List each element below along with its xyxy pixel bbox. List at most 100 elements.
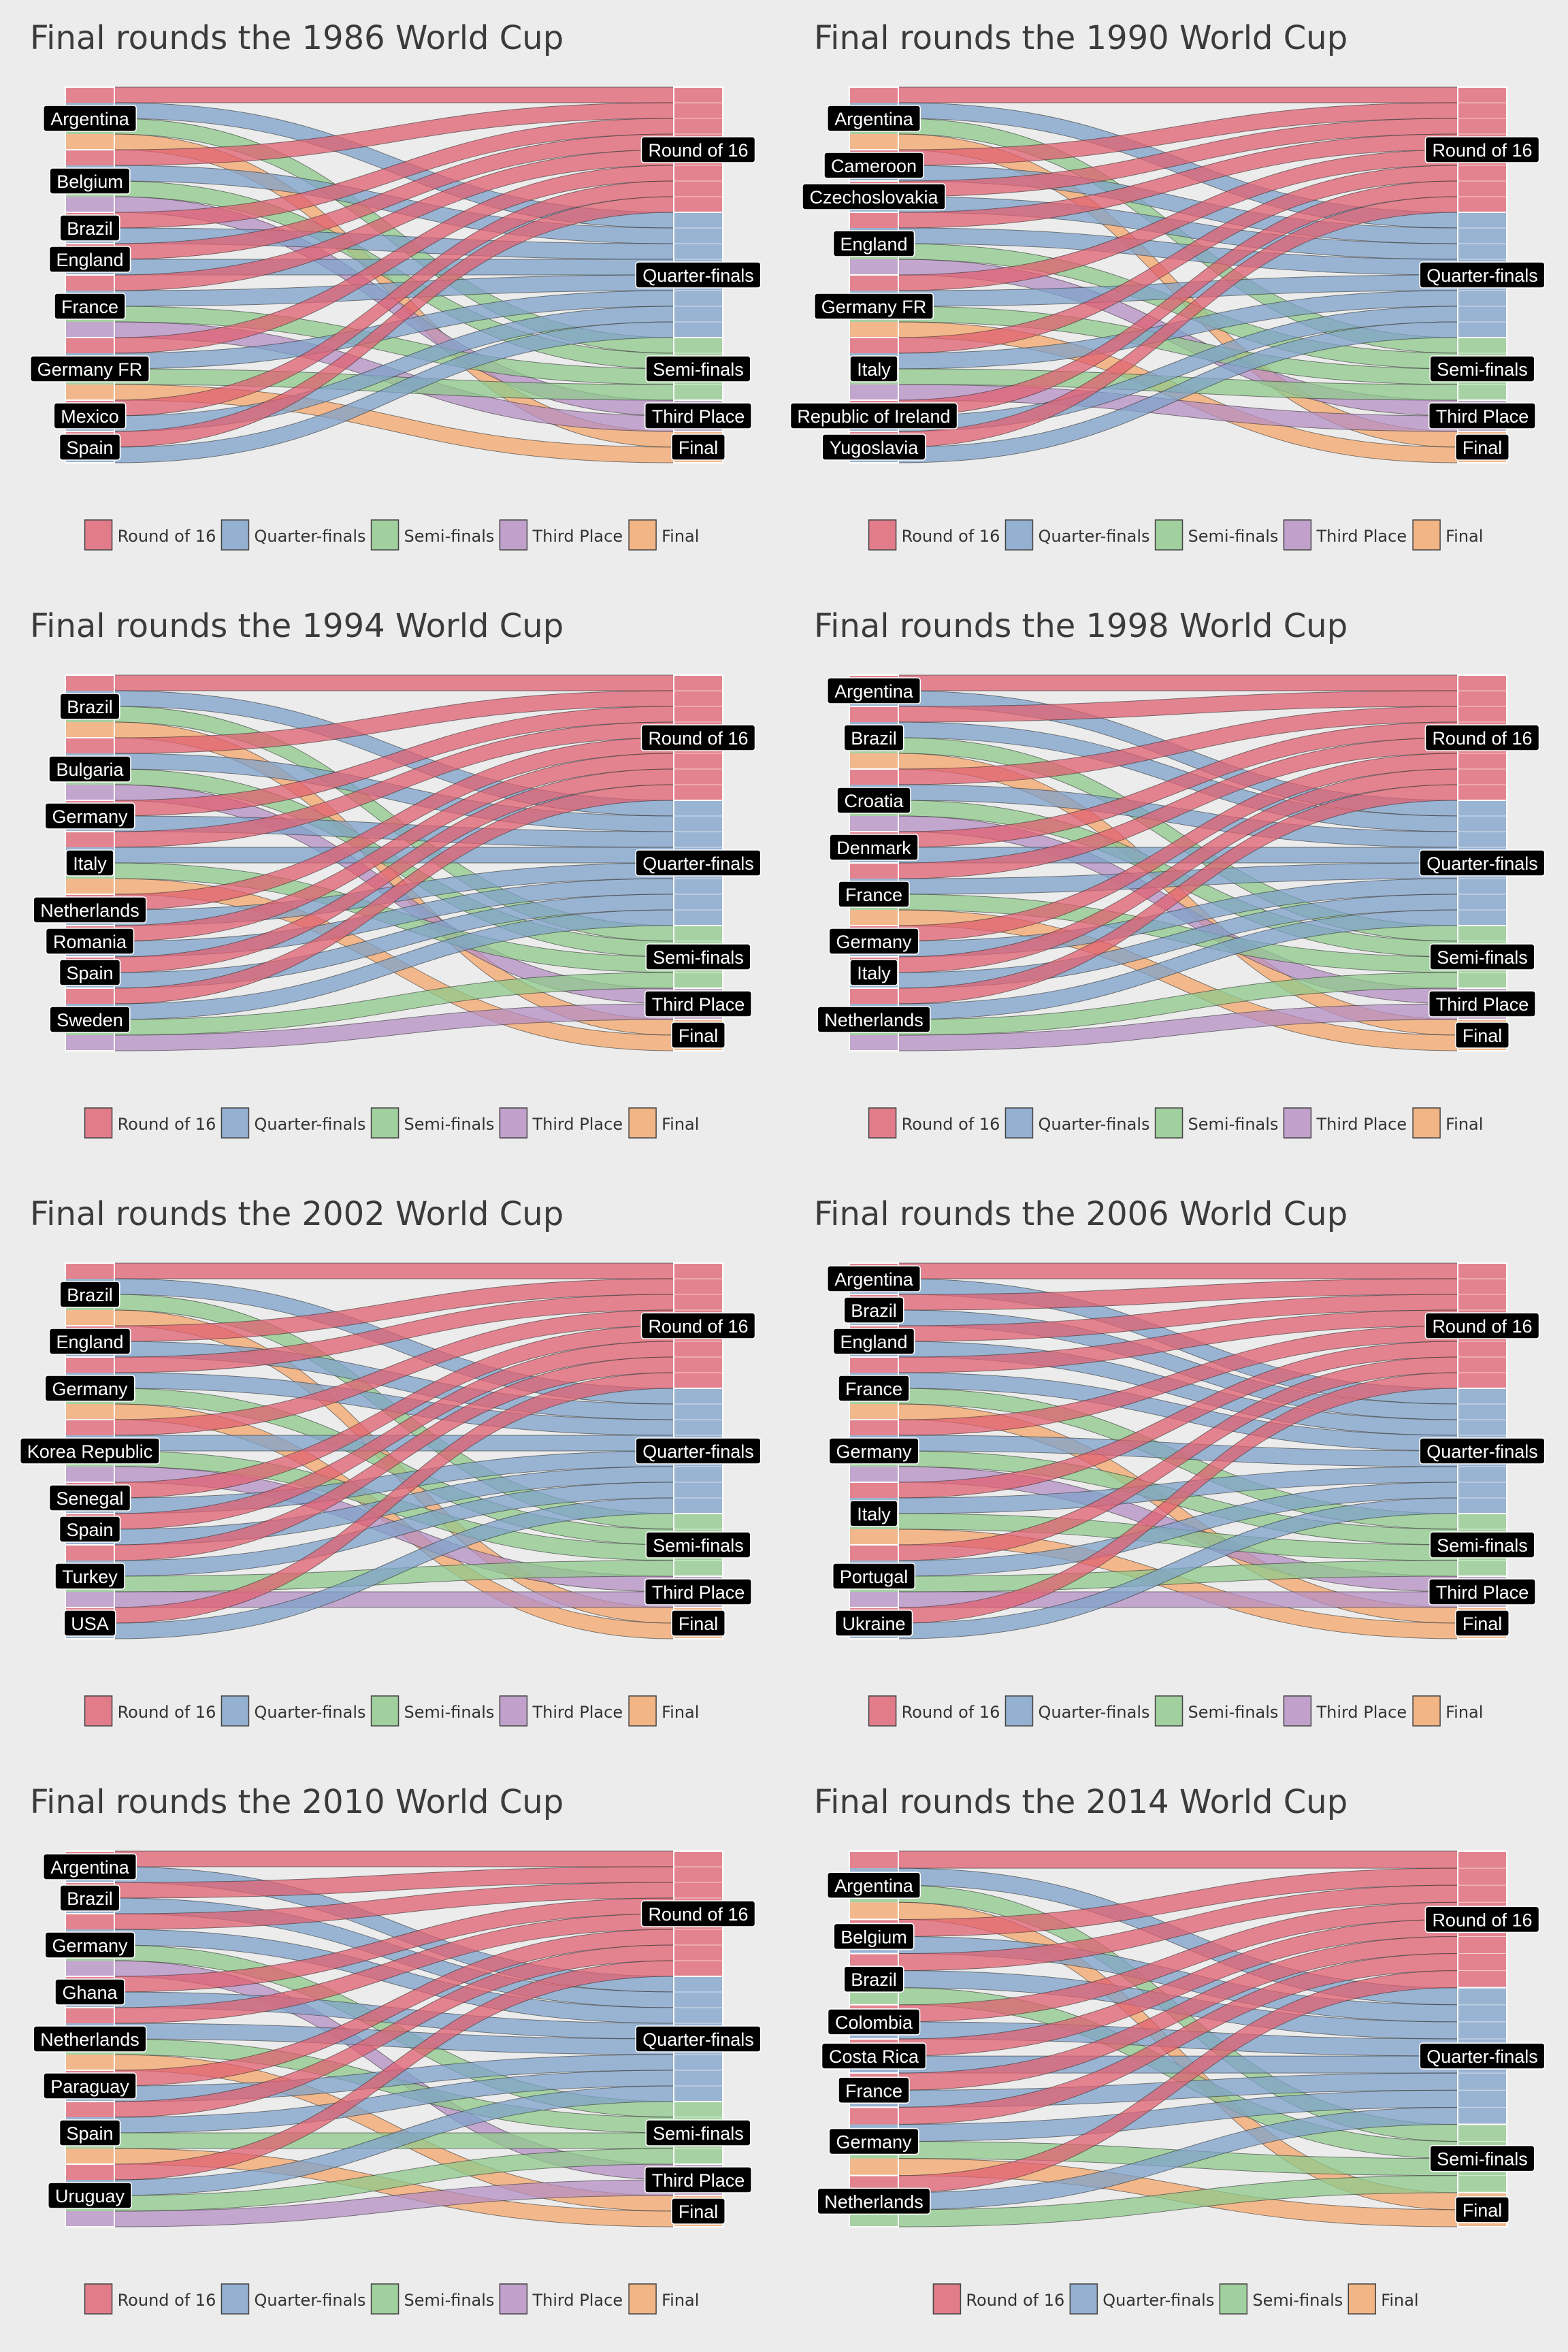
- legend-swatch: [1348, 2283, 1377, 2315]
- team-label-republic-of-ireland-text: Republic of Ireland: [797, 406, 950, 427]
- flows: [114, 674, 674, 1051]
- team-label-belgium-text: Belgium: [840, 1927, 907, 1947]
- team-label-usa-text: USA: [71, 1614, 109, 1634]
- team-label-germany-text: Germany: [836, 2132, 912, 2153]
- team-label-mexico: Mexico: [53, 402, 127, 429]
- stage-label-round-of-16-text: Round of 16: [1432, 728, 1532, 749]
- legend-item-final: Final: [1412, 1107, 1483, 1139]
- chart-panel-1994: Final rounds the 1994 World Cup Brazil Bul…: [0, 588, 784, 1176]
- segment-france-final: [849, 910, 898, 926]
- team-label-france-box: [838, 2076, 910, 2104]
- team-label-england-text: England: [840, 1332, 907, 1352]
- flow-argentina-round-of-16: [898, 1850, 1458, 1869]
- stage-label-quarter-finals: Quarter-finals: [1419, 1437, 1546, 1465]
- team-label-brazil-box: [59, 693, 120, 720]
- segment-sweden-third-place: [65, 1035, 114, 1051]
- team-label-italy-box: [849, 355, 898, 382]
- stage-label-round-of-16: Round of 16: [640, 724, 756, 751]
- team-label-korea-republic: Korea Republic: [19, 1437, 161, 1465]
- team-label-england-text: England: [840, 234, 907, 255]
- team-label-france-text: France: [845, 2080, 902, 2101]
- legend-swatch: [868, 519, 897, 551]
- team-label-brazil-box: [59, 1281, 120, 1308]
- segment-croatia-third-place: [849, 816, 898, 832]
- legend-item-round-of-16: Round of 16: [84, 1107, 216, 1139]
- flow-brazil-round-of-16: [114, 1262, 674, 1279]
- legend-label: Third Place: [1316, 1115, 1407, 1134]
- legend-label: Final: [662, 1703, 699, 1722]
- legend-item-third-place: Third Place: [499, 2283, 623, 2315]
- alluvial-chart: Final rounds the 2002 World Cup Brazil Eng…: [19, 1195, 762, 1727]
- chart-title: Final rounds the 1994 World Cup: [30, 607, 564, 645]
- segment-netherlands-third-place: [849, 1035, 898, 1051]
- stage-label-semi-finals: Semi-finals: [1429, 1531, 1535, 1558]
- team-label-france-text: France: [845, 885, 902, 905]
- team-label-belgium-box: [833, 1923, 915, 1950]
- stage-label-third-place-text: Third Place: [1436, 1582, 1529, 1603]
- stage-label-quarter-finals-text: Quarter-finals: [642, 2029, 754, 2050]
- team-label-romania-box: [45, 928, 135, 955]
- team-label-netherlands: Netherlands: [817, 1006, 931, 1033]
- team-label-germany-box: [828, 2127, 919, 2155]
- legend-item-third-place: Third Place: [499, 1695, 623, 1727]
- chart-title: Final rounds the 1986 World Cup: [30, 19, 564, 57]
- team-label-czechoslovakia-text: Czechoslovakia: [809, 187, 938, 208]
- stage-label-final-box: [1454, 1610, 1510, 1637]
- legend-label: Final: [662, 527, 699, 546]
- legend-label: Quarter-finals: [1038, 527, 1149, 546]
- stage-label-third-place-box: [644, 2166, 753, 2193]
- team-label-brazil: Brazil: [843, 724, 904, 751]
- team-label-korea-republic-text: Korea Republic: [27, 1441, 153, 1462]
- stage-label-round-of-16: Round of 16: [1424, 1906, 1540, 1933]
- team-label-brazil-text: Brazil: [67, 218, 113, 239]
- team-label-italy-box: [849, 959, 898, 986]
- chart-title: Final rounds the 1998 World Cup: [814, 607, 1348, 645]
- segment-brazil-round-of-16: [849, 706, 898, 722]
- team-label-germany-fr-box: [813, 293, 934, 320]
- team-label-spain: Spain: [59, 959, 121, 986]
- legend-item-round-of-16: Round of 16: [84, 2283, 216, 2315]
- legend-swatch: [84, 519, 113, 551]
- legend-item-final: Final: [1348, 2283, 1419, 2315]
- stage-label-semi-finals-text: Semi-finals: [1437, 947, 1528, 968]
- team-label-belgium-text: Belgium: [56, 172, 123, 192]
- legend-swatch: [1004, 1695, 1034, 1727]
- team-label-paraguay: Paraguay: [43, 2072, 137, 2100]
- stage-label-round-of-16-text: Round of 16: [648, 1316, 748, 1337]
- stage-label-round-of-16-text: Round of 16: [648, 140, 748, 161]
- stage-label-round-of-16: Round of 16: [640, 136, 756, 163]
- team-label-usa-box: [63, 1610, 116, 1637]
- segment-korea-republic-third-place: [65, 1467, 114, 1482]
- legend-item-third-place: Third Place: [499, 519, 623, 551]
- stage-label-third-place-text: Third Place: [1436, 406, 1529, 427]
- legend-label: Round of 16: [118, 527, 216, 546]
- team-label-brazil-box: [843, 1296, 904, 1324]
- segment-germany-round-of-16: [849, 1420, 898, 1435]
- legend-swatch: [1004, 519, 1034, 551]
- stage-label-semi-finals: Semi-finals: [645, 355, 751, 382]
- stage-label-round-of-16-box: [1424, 1906, 1540, 1933]
- team-label-brazil-box: [59, 1884, 120, 1912]
- team-label-brazil: Brazil: [59, 1281, 120, 1308]
- team-label-germany: Germany: [828, 2127, 919, 2155]
- stage-label-round-of-16-text: Round of 16: [648, 728, 748, 749]
- stage-label-semi-finals-box: [1429, 1531, 1535, 1558]
- team-label-denmark-box: [829, 834, 919, 861]
- labels: Argentina Brazil Germany Ghana Netherlands Pa…: [33, 1853, 762, 2225]
- stage-label-semi-finals-text: Semi-finals: [653, 2123, 744, 2144]
- stage-label-final-text: Final: [679, 2202, 719, 2222]
- team-label-netherlands-box: [817, 1006, 931, 1033]
- legend-item-final: Final: [628, 1695, 699, 1727]
- legend-label: Semi-finals: [1188, 1703, 1279, 1722]
- segment-brazil-final: [65, 722, 114, 738]
- flow-argentina-round-of-16: [898, 86, 1458, 103]
- team-label-brazil: Brazil: [59, 693, 120, 720]
- segment-france-round-of-16: [65, 275, 114, 291]
- segment-netherlands-round-of-16: [65, 2008, 114, 2023]
- legend-swatch: [220, 1695, 250, 1727]
- stage-label-final-box: [670, 2198, 726, 2225]
- team-label-brazil-text: Brazil: [851, 1970, 897, 1990]
- legend-swatch: [1154, 1107, 1183, 1139]
- stage-label-round-of-16-box: [1424, 724, 1540, 751]
- team-label-brazil-box: [843, 724, 904, 751]
